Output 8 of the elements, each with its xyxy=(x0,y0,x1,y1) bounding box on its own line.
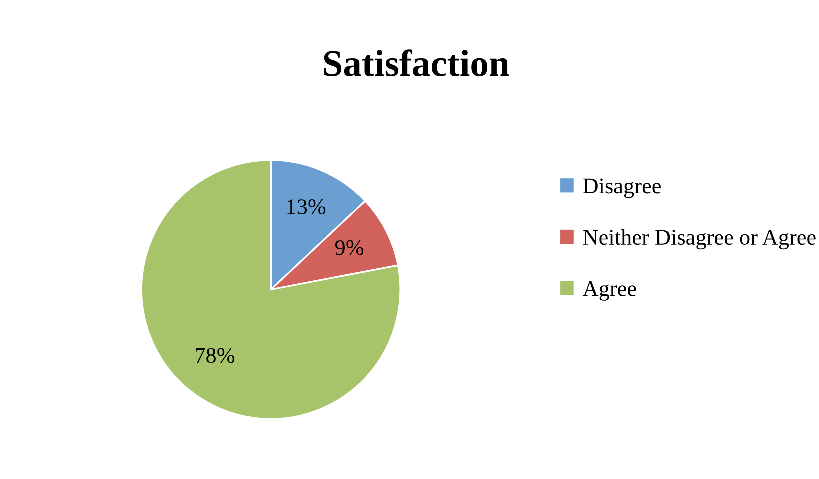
chart-title: Satisfaction xyxy=(324,50,510,76)
legend-label: Disagree xyxy=(583,178,661,198)
pie-slice xyxy=(140,159,402,420)
data-label: 13% xyxy=(288,200,326,215)
legend-label: Agree xyxy=(582,281,636,301)
legend-label: Neither Disagree or Agree xyxy=(583,229,816,250)
data-label: 9% xyxy=(335,240,364,256)
data-label: 78% xyxy=(196,348,235,364)
